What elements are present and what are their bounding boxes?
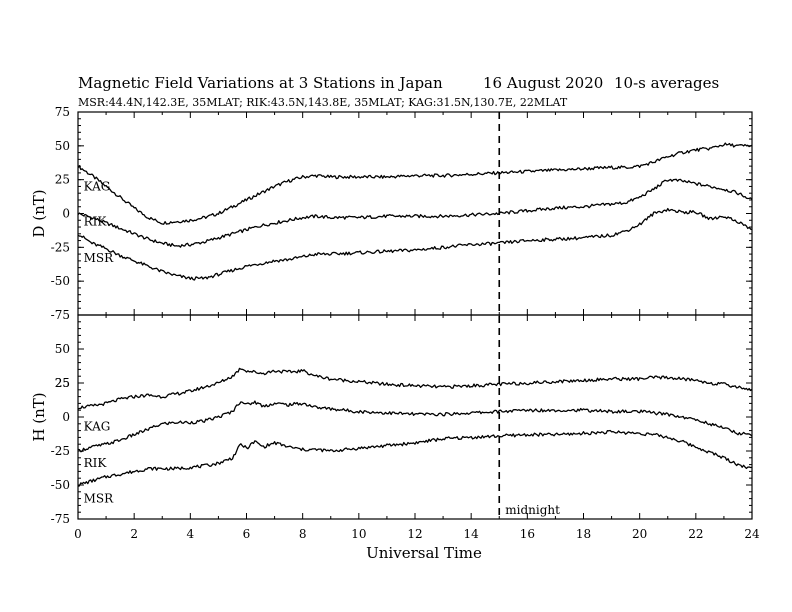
xtick-label: 22	[688, 527, 703, 541]
h-ytick-label: -75	[51, 512, 70, 526]
h-trace-kag	[77, 367, 753, 410]
h-series-label-msr: MSR	[84, 492, 115, 506]
d-panel: -75 -50 -25 0 25 50 75 D (nT) KAG RIK MSR	[30, 105, 753, 322]
d-series-label-kag: KAG	[84, 179, 111, 193]
h-ytick-label-top: 50	[55, 342, 70, 356]
xtick-label: 0	[74, 527, 82, 541]
chart-date: 16 August 2020	[483, 74, 603, 92]
xtick-label: 2	[130, 527, 138, 541]
h-trace-rik	[77, 400, 753, 453]
h-ytick-label: 25	[55, 376, 70, 390]
d-trace-msr	[77, 207, 753, 281]
h-panel-frame	[77, 314, 753, 520]
d-panel-frame	[77, 111, 753, 316]
stations-info: MSR:44.4N,142.3E, 35MLAT; RIK:43.5N,143.…	[78, 96, 568, 109]
xtick-label: 8	[299, 527, 307, 541]
d-ytick-label: -75	[51, 308, 70, 322]
xtick-label: 24	[744, 527, 760, 541]
xtick-label: 6	[243, 527, 251, 541]
h-trace-msr	[77, 429, 753, 487]
xtick-label: 20	[632, 527, 647, 541]
h-ytick-label: -25	[51, 444, 70, 458]
d-trace-kag	[77, 142, 753, 225]
d-ytick-label: 75	[55, 105, 70, 119]
d-ytick-label: 50	[55, 139, 70, 153]
h-ytick-label: 0	[62, 410, 70, 424]
xtick-label: 16	[520, 527, 535, 541]
d-series-label-rik: RIK	[84, 215, 108, 229]
xtick-label: 14	[464, 527, 480, 541]
d-trace-rik	[77, 178, 753, 248]
h-y-axis-label: H (nT)	[30, 392, 48, 441]
h-series-label-rik: RIK	[84, 456, 108, 470]
d-ytick-label: -25	[51, 240, 70, 254]
d-y-axis-label: D (nT)	[30, 189, 48, 237]
d-ytick-label: 25	[55, 173, 70, 187]
h-ytick-label: -50	[51, 478, 70, 492]
xtick-label: 18	[576, 527, 591, 541]
chart-averaging: 10-s averages	[614, 74, 719, 92]
xtick-label: 12	[407, 527, 422, 541]
xtick-label: 10	[351, 527, 366, 541]
d-ytick-label: 0	[62, 207, 70, 221]
h-series-label-kag: KAG	[84, 420, 111, 434]
xtick-label: 4	[187, 527, 195, 541]
d-ytick-label: -50	[51, 274, 70, 288]
d-series-label-msr: MSR	[84, 251, 115, 265]
h-ytick-label-mid: 25	[55, 376, 70, 390]
x-axis-label: Universal Time	[366, 544, 482, 562]
chart-title: Magnetic Field Variations at 3 Stations …	[78, 74, 443, 92]
midnight-label: midnight	[505, 503, 560, 517]
